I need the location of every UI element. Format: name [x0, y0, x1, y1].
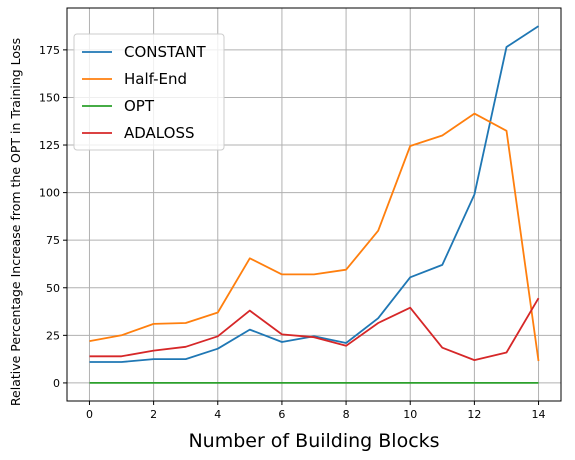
- x-tick-label: 8: [343, 408, 350, 421]
- x-tick-label: 0: [86, 408, 93, 421]
- series-lines: [89, 25, 540, 384]
- y-tick-label: 100: [39, 187, 60, 200]
- y-tick-label: 175: [39, 44, 60, 57]
- legend: CONSTANT Half-End OPT ADALOSS: [73, 33, 225, 151]
- x-tick-label: 12: [467, 408, 481, 421]
- y-tick-label: 75: [46, 234, 60, 247]
- legend-label: CONSTANT: [124, 43, 207, 61]
- grid: [67, 8, 561, 401]
- y-tick-label: 125: [39, 139, 60, 152]
- plot-frame: [66, 7, 562, 402]
- x-tick-label: 10: [403, 408, 417, 421]
- x-tick-label: 14: [532, 408, 546, 421]
- series-line-half-end: [89, 112, 540, 362]
- x-tick-label: 6: [278, 408, 285, 421]
- legend-label: Half-End: [124, 70, 187, 88]
- x-tick-label: 2: [150, 408, 157, 421]
- series-line-adaloss: [89, 297, 540, 362]
- y-axis-label: Relative Percentage Increase from the OP…: [8, 38, 23, 406]
- y-tick-label: 150: [39, 91, 60, 104]
- y-tick-label: 50: [46, 282, 60, 295]
- legend-label: ADALOSS: [124, 124, 194, 142]
- y-tick-label: 0: [53, 377, 60, 390]
- x-axis-ticks: 0 2 4 6 8 10 12 14: [86, 401, 546, 421]
- legend-frame: [73, 33, 225, 151]
- legend-label: OPT: [124, 97, 155, 115]
- x-tick-label: 4: [214, 408, 221, 421]
- y-tick-label: 25: [46, 329, 60, 342]
- x-axis-label: Number of Building Blocks: [188, 430, 439, 452]
- y-axis-ticks: 0 25 50 75 100 125 150 175: [39, 44, 67, 390]
